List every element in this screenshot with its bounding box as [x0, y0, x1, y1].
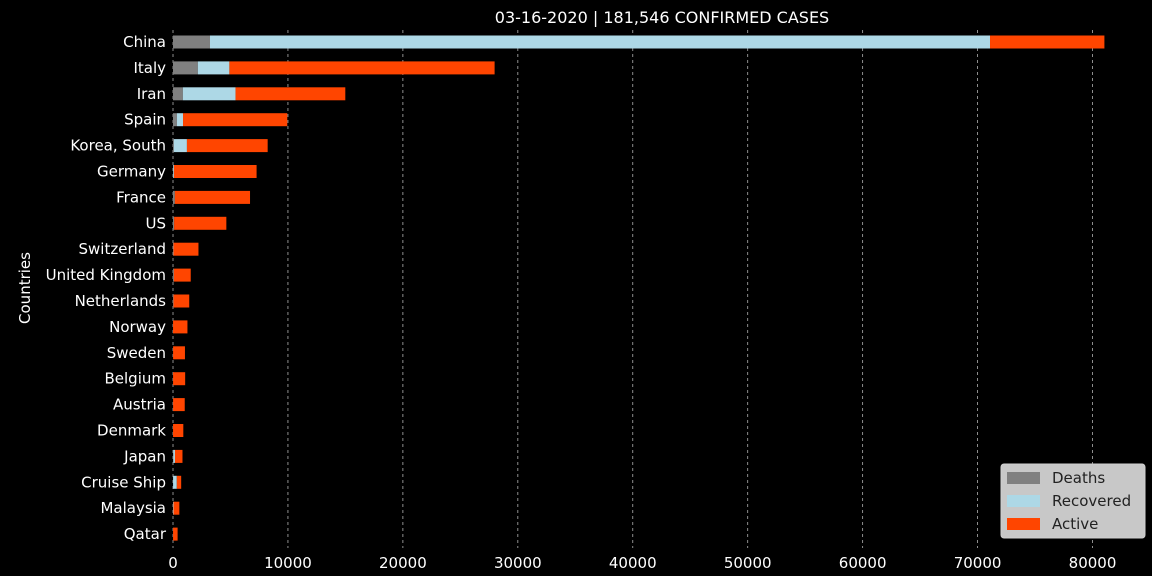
x-tick-label: 40000: [609, 554, 657, 572]
y-tick-label: Korea, South: [70, 137, 166, 155]
bar-recovered: [173, 165, 174, 178]
bar-active: [173, 527, 178, 541]
y-tick-label: China: [123, 33, 166, 51]
bar-active: [176, 475, 182, 489]
bar-deaths: [173, 113, 177, 127]
y-tick-label: Denmark: [97, 422, 166, 440]
legend-swatch-active: [1007, 518, 1040, 530]
x-tick-label: 70000: [954, 554, 1002, 572]
bar-active: [174, 449, 183, 463]
x-tick-label: 80000: [1069, 554, 1117, 572]
bar-recovered: [197, 61, 230, 75]
gridlines: [172, 30, 1093, 548]
bar-deaths: [173, 61, 198, 75]
x-tick-label: 20000: [379, 554, 427, 572]
bar-active: [173, 398, 185, 412]
bar-recovered: [173, 475, 177, 489]
bar-active: [174, 190, 251, 204]
x-tick-label: 10000: [264, 554, 312, 572]
bar-active: [235, 87, 346, 101]
bar-deaths: [173, 35, 210, 49]
bar-deaths: [173, 87, 183, 101]
bar-recovered: [176, 113, 184, 127]
bar-active: [173, 165, 257, 178]
y-tick-label: United Kingdom: [46, 266, 166, 284]
bar-recovered: [182, 87, 236, 101]
x-tick-label: 60000: [839, 554, 887, 572]
y-tick-label: Qatar: [124, 525, 167, 543]
y-axis-label: Countries: [16, 252, 34, 324]
bar-active: [990, 35, 1105, 49]
legend-label-active: Active: [1052, 515, 1098, 533]
bars: [173, 35, 1105, 541]
legend: Deaths Recovered Active: [1000, 463, 1146, 539]
x-tick-label: 0: [168, 554, 178, 572]
y-tick-label: Switzerland: [79, 240, 167, 258]
x-tick-labels: 0 10000 20000 30000 40000 50000 60000 70000 8000…: [168, 554, 1116, 572]
bar-deaths: [173, 268, 174, 282]
y-tick-label: Malaysia: [100, 499, 166, 517]
legend-label-recovered: Recovered: [1052, 492, 1131, 510]
y-tick-label: Iran: [137, 85, 166, 103]
bar-active: [229, 61, 495, 75]
y-tick-label: Germany: [97, 163, 166, 181]
bar-deaths: [173, 139, 174, 153]
x-tick-label: 30000: [494, 554, 542, 572]
bar-recovered: [209, 35, 991, 49]
y-tick-label: Netherlands: [75, 292, 167, 310]
y-tick-label: Norway: [109, 318, 166, 336]
x-tick-label: 50000: [724, 554, 772, 572]
y-tick-label: Belgium: [105, 370, 167, 388]
bar-active: [173, 242, 199, 256]
bar-active: [173, 268, 191, 282]
y-tick-label: Japan: [123, 447, 166, 465]
y-tick-label: Italy: [133, 59, 166, 77]
bar-active: [174, 216, 227, 230]
y-tick-label: Cruise Ship: [81, 473, 166, 491]
y-tick-label: Spain: [124, 111, 166, 129]
bar-deaths: [173, 216, 174, 230]
y-tick-label: US: [145, 214, 166, 232]
bar-active: [173, 320, 188, 334]
y-tick-label: Austria: [113, 396, 166, 414]
chart-title: 03-16-2020 | 181,546 CONFIRMED CASES: [495, 8, 829, 27]
bar-active: [186, 139, 268, 153]
legend-swatch-deaths: [1007, 472, 1040, 484]
bar-active: [173, 294, 190, 308]
y-tick-labels: China Italy Iran Spain Korea, South Germany Fr…: [46, 33, 167, 543]
bar-deaths: [173, 190, 175, 204]
y-tick-label: Sweden: [107, 344, 166, 362]
legend-swatch-recovered: [1007, 495, 1040, 507]
bar-active: [173, 372, 186, 386]
y-tick-label: France: [116, 188, 166, 206]
bar-active: [173, 501, 180, 515]
legend-label-deaths: Deaths: [1052, 469, 1105, 487]
bar-recovered: [173, 139, 187, 153]
bar-active: [183, 113, 288, 127]
bar-active: [173, 424, 184, 437]
bar-recovered: [173, 449, 175, 463]
bar-active: [173, 346, 185, 360]
